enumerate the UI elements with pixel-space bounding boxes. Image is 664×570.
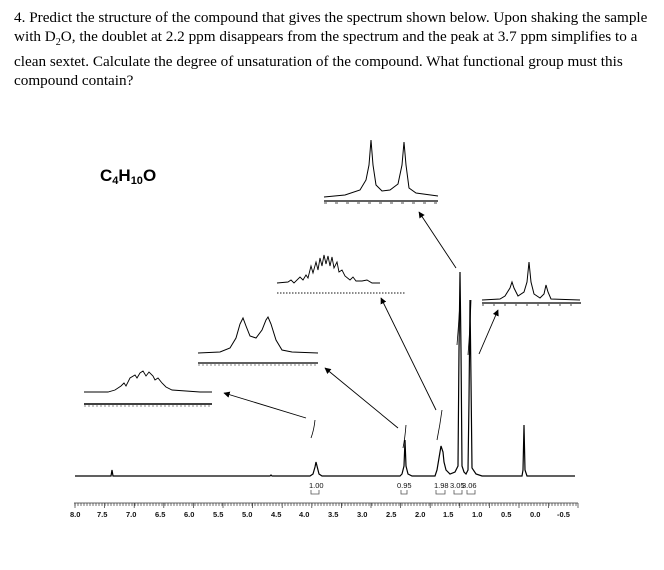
formula-hydrogen-count: 10 bbox=[130, 175, 143, 187]
svg-text:1.0: 1.0 bbox=[472, 510, 482, 519]
svg-text:2.5: 2.5 bbox=[386, 510, 396, 519]
svg-text:5.5: 5.5 bbox=[213, 510, 223, 519]
x-axis bbox=[74, 502, 579, 508]
svg-text:4.0: 4.0 bbox=[299, 510, 309, 519]
svg-text:2.0: 2.0 bbox=[415, 510, 425, 519]
svg-text:5.0: 5.0 bbox=[242, 510, 252, 519]
question-number: 4. bbox=[14, 9, 26, 26]
inset-0.92ppm-triplet bbox=[481, 261, 581, 306]
svg-text:7.5: 7.5 bbox=[97, 510, 107, 519]
inset-3.7ppm-multiplet bbox=[84, 370, 212, 407]
svg-text:0.5: 0.5 bbox=[501, 510, 511, 519]
svg-text:3.0: 3.0 bbox=[357, 510, 367, 519]
inset-2.2ppm-doublet bbox=[197, 315, 319, 366]
svg-text:7.0: 7.0 bbox=[126, 510, 136, 519]
integration-1.45: 1.98 bbox=[434, 481, 449, 490]
formula-hydrogen: H bbox=[118, 166, 131, 185]
formula-carbon-count: 4 bbox=[112, 175, 119, 187]
arrow-to-2.2-inset bbox=[324, 367, 399, 429]
svg-text:6.5: 6.5 bbox=[155, 510, 165, 519]
svg-text:-0.5: -0.5 bbox=[557, 510, 570, 519]
arrow-to-1.45-inset bbox=[380, 297, 437, 411]
question-text: 4. Predict the structure of the compound… bbox=[14, 8, 654, 90]
inset-1.45ppm-multiplet bbox=[276, 254, 405, 294]
x-axis-labels: 8.0 7.5 7.0 6.5 6.0 5.5 5.0 4.5 4.0 3.5 … bbox=[70, 510, 570, 519]
integration-marks bbox=[310, 490, 476, 495]
arrow-to-3.7-inset bbox=[223, 391, 307, 419]
svg-text:4.5: 4.5 bbox=[271, 510, 281, 519]
integration-3.7: 1.00 bbox=[309, 481, 324, 490]
inset-1.17ppm-doublet bbox=[323, 139, 439, 204]
formula-carbon: C bbox=[100, 166, 113, 185]
integral-traces bbox=[310, 299, 472, 449]
arrow-to-1.17-inset bbox=[418, 211, 457, 269]
formula-oxygen: O bbox=[142, 166, 157, 185]
arrow-to-0.92-inset bbox=[478, 309, 499, 355]
integration-1.17: 3.05 bbox=[450, 481, 465, 490]
svg-text:0.0: 0.0 bbox=[530, 510, 540, 519]
molecular-formula: C4H10O bbox=[100, 166, 156, 187]
integration-0.92: 3.06 bbox=[462, 481, 477, 490]
integration-2.2: 0.95 bbox=[397, 481, 412, 490]
tick-8.0: 8.0 bbox=[70, 510, 80, 519]
svg-text:1.5: 1.5 bbox=[443, 510, 453, 519]
question-text-part1: Predict the structure of the compound th… bbox=[14, 9, 648, 45]
spectrum-trace bbox=[75, 271, 575, 477]
d2o-subscript: 2 bbox=[55, 37, 61, 49]
svg-text:3.5: 3.5 bbox=[328, 510, 338, 519]
inset-arrows bbox=[223, 211, 499, 429]
question-text-part2: O, the doublet at 2.2 ppm disappears fro… bbox=[14, 28, 638, 90]
svg-text:6.0: 6.0 bbox=[184, 510, 194, 519]
